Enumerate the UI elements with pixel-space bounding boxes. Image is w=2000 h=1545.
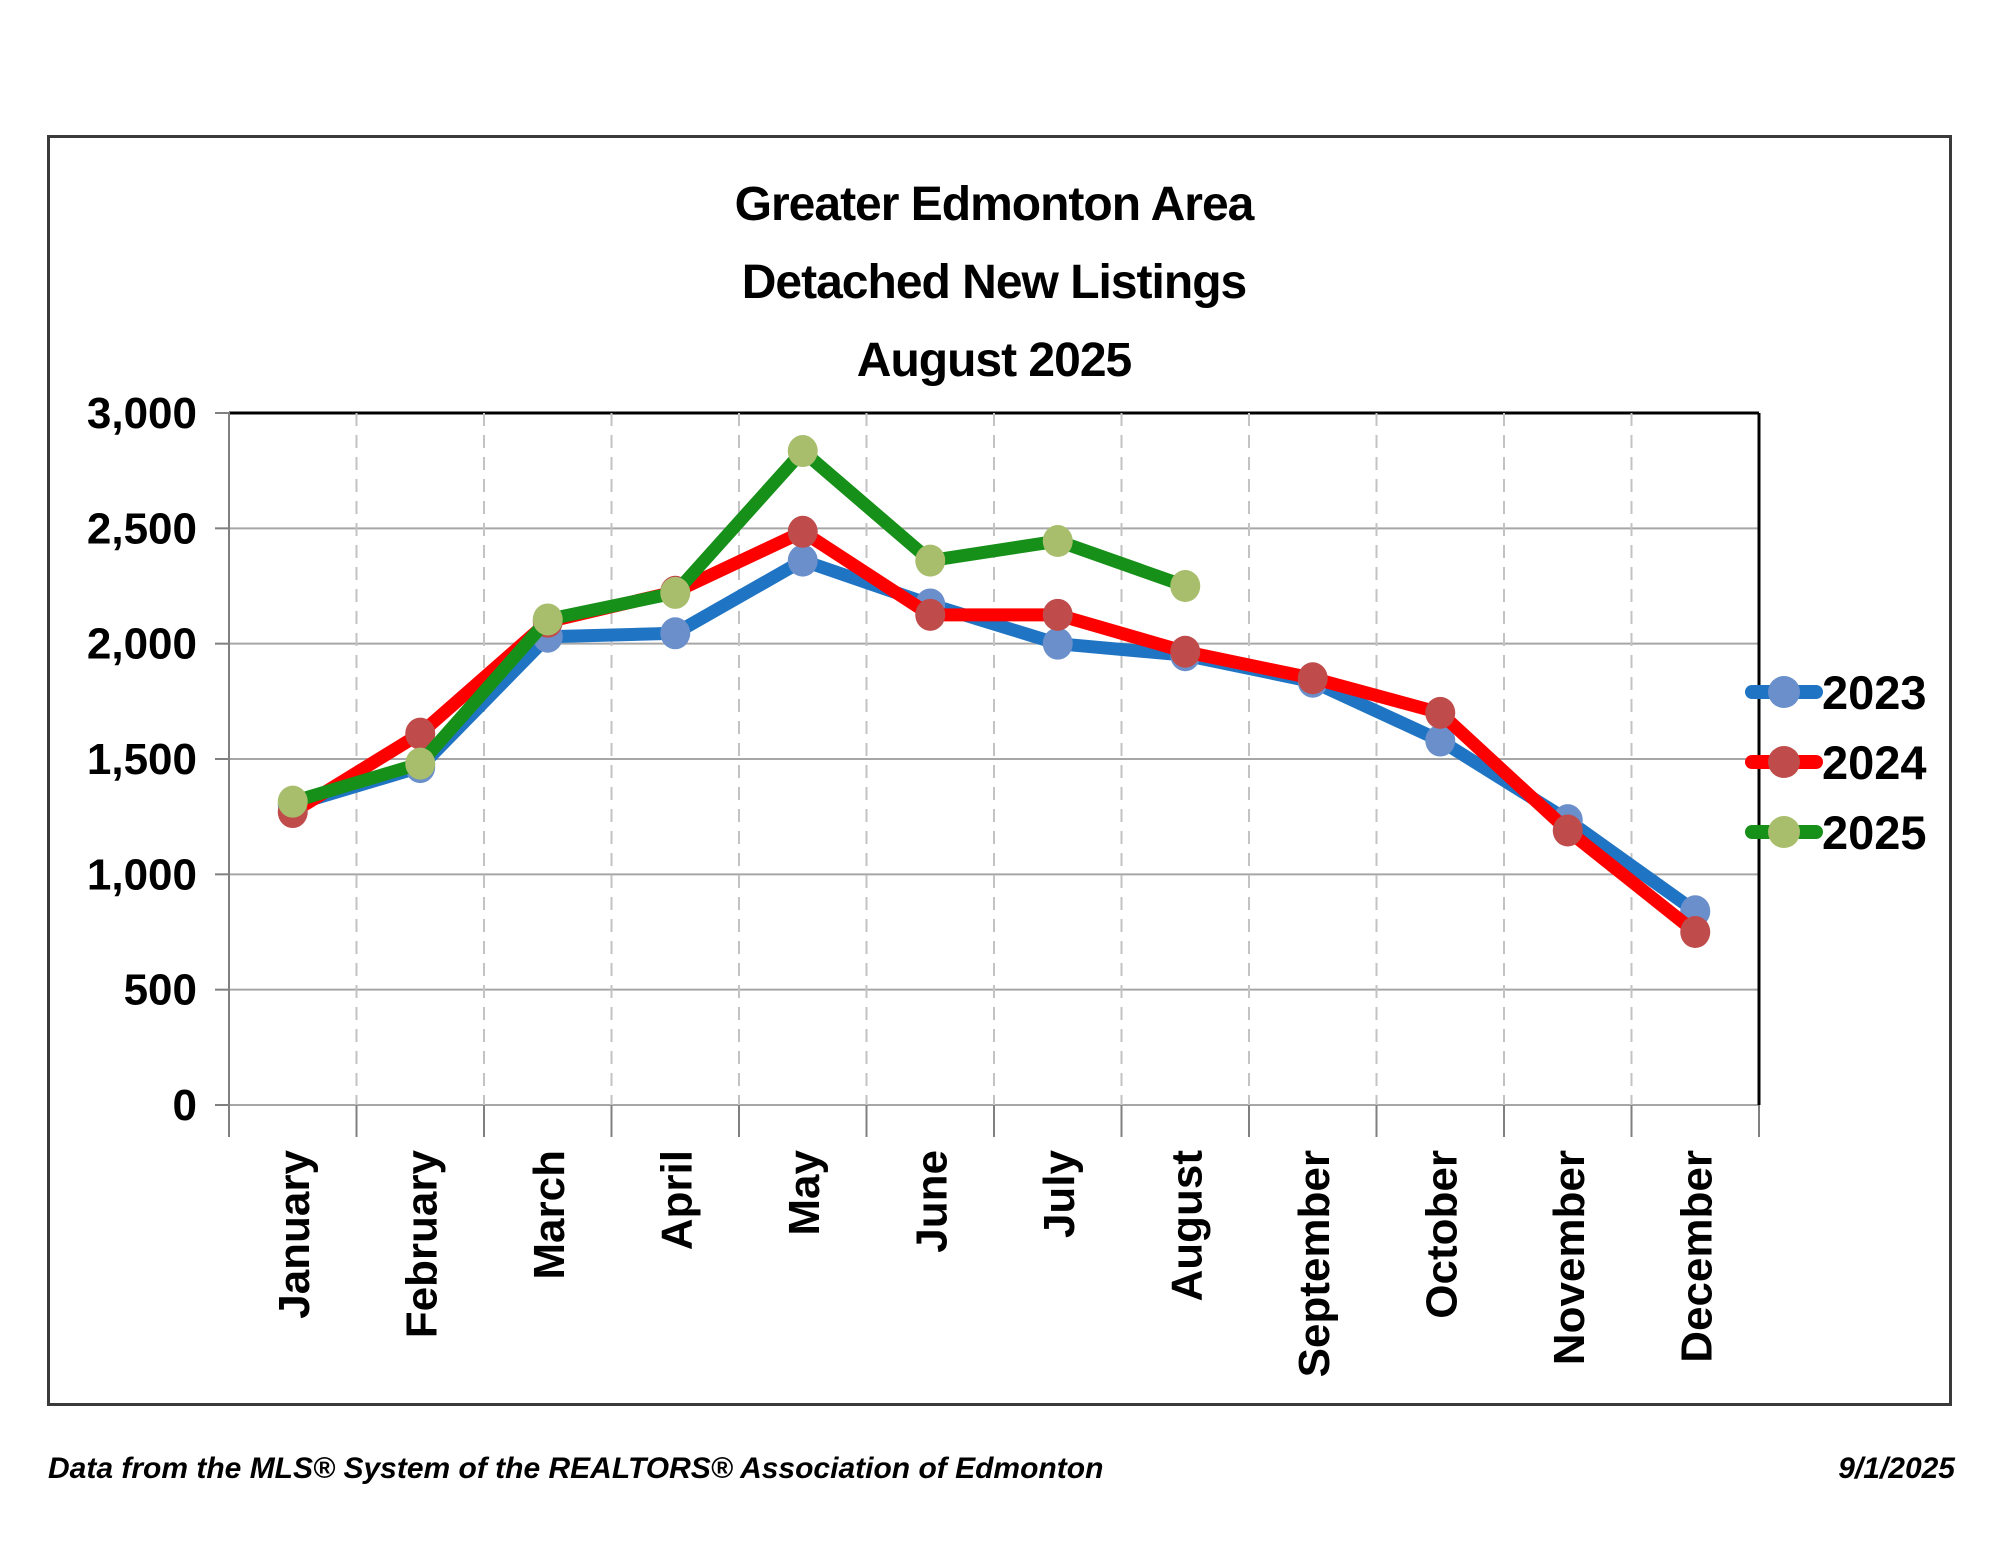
- chart-footer: Data from the MLS® System of the REALTOR…: [48, 1452, 1955, 1486]
- data-point-2025-april: [660, 576, 691, 609]
- x-label-july: July: [1035, 1149, 1084, 1238]
- footer-date: 9/1/2025: [1838, 1452, 1955, 1485]
- chart-legend: 2023 2024 2025: [1745, 666, 1927, 859]
- chart-title-line-3: August 2025: [856, 334, 1132, 387]
- legend-swatch-marker-2024: [1768, 746, 1800, 778]
- chart-frame: Greater Edmonton Area Detached New Listi…: [47, 135, 1952, 1406]
- x-label-august: August: [1162, 1150, 1211, 1302]
- x-label-june: June: [907, 1150, 956, 1253]
- y-tick-label-2,000: 2,000: [87, 620, 197, 669]
- data-point-2025-february: [405, 747, 436, 780]
- data-point-2025-january: [277, 785, 308, 818]
- horizontal-gridlines: [229, 411, 1759, 1106]
- data-point-2025-august: [1170, 570, 1201, 602]
- data-point-2024-july: [1042, 598, 1073, 631]
- footer-source-text: Data from the MLS® System of the REALTOR…: [48, 1452, 1104, 1485]
- line-chart-plot: 0 500 1,000 1,500 2,000 2,500 3,000 January Febr…: [87, 389, 1927, 1377]
- legend-item-2023: 2023: [1745, 666, 1927, 719]
- data-point-2024-december: [1680, 916, 1711, 948]
- x-axis-ticks-labels: January February March April May June July Augu…: [228, 1105, 1760, 1377]
- series-line-2023: [286, 554, 1702, 918]
- chart-title-line-1: Greater Edmonton Area: [734, 178, 1255, 231]
- x-label-september: September: [1290, 1150, 1339, 1377]
- x-label-november: November: [1545, 1150, 1594, 1365]
- x-label-january: January: [270, 1149, 319, 1318]
- series-line-2025: [286, 444, 1192, 809]
- x-label-march: March: [525, 1150, 574, 1280]
- legend-item-2025: 2025: [1745, 806, 1927, 859]
- x-label-february: February: [397, 1149, 446, 1338]
- data-point-2024-february: [405, 717, 436, 750]
- data-point-2023-october: [1425, 724, 1456, 757]
- series-2023: [277, 544, 1711, 928]
- legend-swatch-marker-2025: [1768, 816, 1800, 848]
- x-label-december: December: [1672, 1150, 1721, 1363]
- data-point-2025-march: [532, 603, 563, 636]
- x-label-april: April: [652, 1150, 701, 1250]
- data-point-2024-may: [787, 515, 818, 548]
- legend-swatch-marker-2023: [1768, 676, 1800, 708]
- y-tick-label-3,000: 3,000: [87, 389, 197, 438]
- data-point-2025-may: [787, 435, 818, 468]
- data-point-2024-october: [1425, 696, 1456, 729]
- data-point-2024-june: [915, 598, 946, 631]
- y-tick-label-1,500: 1,500: [87, 735, 197, 784]
- chart-title: Greater Edmonton Area Detached New Listi…: [229, 166, 1759, 400]
- data-point-2023-may: [787, 544, 818, 577]
- data-point-2024-august: [1170, 635, 1201, 668]
- legend-label-2023: 2023: [1822, 666, 1927, 719]
- y-tick-label-1,000: 1,000: [87, 850, 197, 899]
- y-tick-label-2,500: 2,500: [87, 504, 197, 553]
- chart-title-line-2: Detached New Listings: [741, 256, 1247, 309]
- legend-label-2024: 2024: [1822, 736, 1927, 789]
- data-point-2024-september: [1297, 662, 1328, 695]
- y-axis-ticks-labels: 0 500 1,000 1,500 2,000 2,500 3,000: [87, 389, 230, 1130]
- y-tick-label-500: 500: [124, 966, 197, 1015]
- data-point-2025-june: [915, 544, 946, 577]
- data-point-2023-april: [660, 617, 691, 650]
- x-label-may: May: [780, 1149, 829, 1235]
- y-tick-label-0: 0: [173, 1081, 197, 1130]
- x-label-october: October: [1417, 1150, 1466, 1319]
- legend-label-2025: 2025: [1822, 806, 1927, 859]
- data-point-2024-november: [1552, 814, 1583, 847]
- data-point-2025-july: [1042, 525, 1073, 558]
- legend-item-2024: 2024: [1745, 736, 1927, 789]
- series-2025: [277, 435, 1201, 818]
- data-point-2023-july: [1042, 627, 1073, 660]
